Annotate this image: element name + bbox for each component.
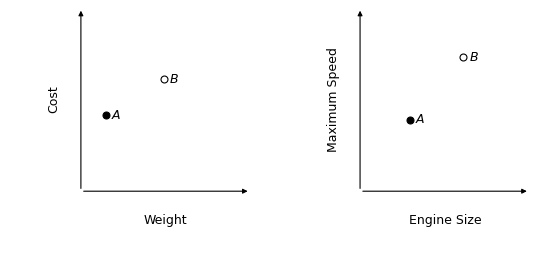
Text: $\mathit{B}$: $\mathit{B}$	[169, 73, 179, 86]
Text: $\mathit{B}$: $\mathit{B}$	[468, 50, 478, 64]
Text: $\mathit{A}$: $\mathit{A}$	[111, 109, 121, 122]
Text: Cost: Cost	[48, 86, 61, 113]
Text: Maximum Speed: Maximum Speed	[327, 47, 340, 152]
Text: Engine Size: Engine Size	[408, 214, 481, 227]
Text: Weight: Weight	[144, 214, 187, 227]
Text: $\mathit{A}$: $\mathit{A}$	[415, 113, 425, 126]
